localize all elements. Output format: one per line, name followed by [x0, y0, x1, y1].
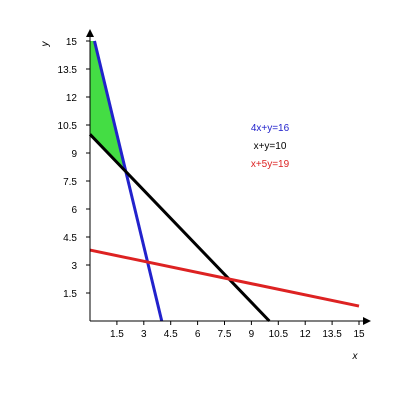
y-tick-label: 12	[66, 93, 78, 104]
y-tick-label: 13.5	[58, 65, 78, 76]
y-axis-arrowhead	[86, 29, 94, 37]
line-4x-y-16	[93, 40, 164, 322]
x-axis-arrowhead	[363, 317, 371, 325]
x-tick-label: 9	[249, 329, 255, 340]
y-tick-label: 4.5	[63, 233, 77, 244]
x-tick-label: 1.5	[110, 329, 124, 340]
x-axis-label: x	[352, 351, 359, 362]
x-tick-label: 3	[141, 329, 147, 340]
y-tick-label: 9	[71, 149, 77, 160]
line-x-y-10	[88, 133, 271, 323]
line-x-5y-19	[89, 248, 360, 308]
y-tick-label: 15	[66, 37, 78, 48]
legend-4x-y-16: 4x+y=16	[251, 123, 290, 134]
legend-x-y-10: x+y=10	[254, 141, 287, 152]
y-tick-label: 1.5	[63, 289, 77, 300]
y-tick-label: 6	[71, 205, 77, 216]
x-tick-label: 13.5	[322, 329, 342, 340]
y-tick-label: 3	[71, 261, 77, 272]
x-tick-label: 7.5	[218, 329, 232, 340]
x-tick-label: 4.5	[164, 329, 178, 340]
y-tick-label: 10.5	[58, 121, 78, 132]
y-axis-label: y	[40, 41, 51, 48]
x-tick-label: 10.5	[269, 329, 289, 340]
x-tick-label: 15	[353, 329, 365, 340]
y-tick-label: 7.5	[63, 177, 77, 188]
legend-x-5y-19: x+5y=19	[251, 159, 290, 170]
x-tick-label: 6	[195, 329, 201, 340]
x-tick-label: 12	[300, 329, 312, 340]
